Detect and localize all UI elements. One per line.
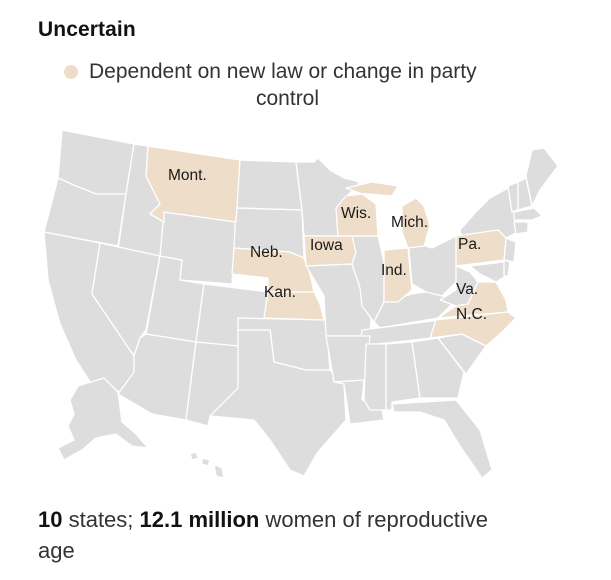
state-indiana xyxy=(383,247,413,303)
state-ohio xyxy=(407,235,461,297)
legend-label-line2: control xyxy=(256,87,320,110)
state-wisconsin xyxy=(335,193,379,237)
summary-count-suffix: states; xyxy=(62,507,140,532)
label-north-carolina: N.C. xyxy=(456,306,487,323)
label-nebraska: Neb. xyxy=(250,244,283,261)
state-arkansas xyxy=(325,335,371,383)
legend-swatch xyxy=(64,65,78,79)
label-pennsylvania: Pa. xyxy=(458,236,481,253)
state-virginia xyxy=(437,281,509,319)
label-kansas: Kan. xyxy=(264,284,296,301)
summary-state-count: 10 xyxy=(38,507,63,532)
state-florida xyxy=(391,399,493,479)
summary: 10 states; 12.1 million women of reprodu… xyxy=(38,504,578,566)
legend-label-line1: Dependent on new law or change in party xyxy=(89,60,477,83)
state-massachusetts xyxy=(513,207,543,221)
label-michigan: Mich. xyxy=(391,214,428,231)
state-hawaii xyxy=(189,451,225,479)
state-maryland xyxy=(469,261,507,283)
state-delaware xyxy=(503,259,511,277)
summary-line2: age xyxy=(38,538,75,563)
state-michigan xyxy=(345,181,431,249)
state-alaska xyxy=(57,377,149,461)
label-virginia: Va. xyxy=(456,281,478,298)
state-mississippi xyxy=(363,343,387,411)
state-connecticut xyxy=(513,221,529,235)
summary-population: 12.1 million xyxy=(139,507,260,532)
state-georgia xyxy=(411,337,465,399)
section-heading: Uncertain xyxy=(38,18,136,41)
state-pennsylvania xyxy=(455,229,507,267)
state-north-carolina xyxy=(429,311,517,347)
state-minnesota xyxy=(295,157,361,237)
label-montana: Mont. xyxy=(168,167,207,184)
label-iowa: Iowa xyxy=(310,237,343,254)
state-maine xyxy=(525,147,559,207)
state-montana xyxy=(133,143,241,223)
label-wisconsin: Wis. xyxy=(341,205,371,222)
state-kansas xyxy=(263,291,325,321)
state-texas xyxy=(209,329,347,477)
label-indiana: Ind. xyxy=(381,262,407,279)
state-north-dakota xyxy=(235,159,303,211)
summary-population-suffix: women of reproductive xyxy=(259,507,489,532)
